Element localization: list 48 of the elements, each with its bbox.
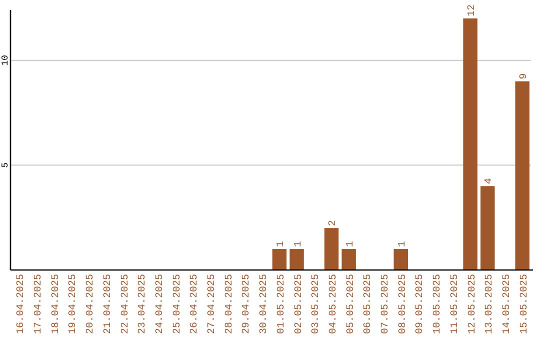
x-tick-label: 03.05.2025 xyxy=(311,274,322,334)
data-label: 1 xyxy=(293,241,304,248)
x-tick-label: 11.05.2025 xyxy=(450,274,461,334)
x-tick-label: 19.04.2025 xyxy=(68,274,80,334)
x-tick-label: 20.04.2025 xyxy=(86,274,97,334)
x-tick-label: 25.04.2025 xyxy=(172,274,184,334)
x-tick-label: 18.04.2025 xyxy=(50,274,62,334)
data-label: 9 xyxy=(518,73,530,80)
x-tick-label: 16.04.2025 xyxy=(16,274,28,334)
bar xyxy=(394,249,408,270)
x-tick-label: 12.05.2025 xyxy=(467,274,478,334)
x-tick-label: 10.05.2025 xyxy=(432,274,444,334)
bar xyxy=(324,228,339,270)
x-tick-label: 26.04.2025 xyxy=(190,274,201,334)
x-tick-label: 27.04.2025 xyxy=(207,274,218,334)
x-tick-label: 02.05.2025 xyxy=(294,274,305,334)
x-tick-label: 04.05.2025 xyxy=(328,274,340,334)
x-tick-label: 09.05.2025 xyxy=(415,274,426,334)
data-label: 1 xyxy=(276,241,287,248)
bar xyxy=(463,18,478,270)
x-tick-label: 28.04.2025 xyxy=(224,274,236,334)
x-tick-label: 08.05.2025 xyxy=(398,274,409,334)
x-tick-label: 30.04.2025 xyxy=(259,274,270,334)
data-label: 1 xyxy=(397,241,408,248)
y-tick-label: 10 xyxy=(0,54,10,66)
data-label: 4 xyxy=(484,178,496,184)
x-tick-label: 14.05.2025 xyxy=(502,274,513,334)
x-tick-label: 21.04.2025 xyxy=(102,274,114,334)
x-tick-label: 29.04.2025 xyxy=(242,274,253,334)
data-label: 2 xyxy=(328,220,339,226)
data-label: 1 xyxy=(345,241,356,248)
x-tick-label: 07.05.2025 xyxy=(380,274,392,334)
x-tick-label: 01.05.2025 xyxy=(276,274,288,334)
bar xyxy=(515,81,530,270)
x-tick-label: 22.04.2025 xyxy=(120,274,132,334)
x-tick-label: 17.04.2025 xyxy=(34,274,45,334)
x-tick-label: 05.05.2025 xyxy=(346,274,357,334)
bar xyxy=(480,186,495,270)
x-tick-label: 15.05.2025 xyxy=(519,274,530,334)
bar xyxy=(342,249,356,270)
x-tick-label: 24.04.2025 xyxy=(154,274,166,334)
bar xyxy=(290,249,304,270)
bar xyxy=(272,249,287,270)
x-tick-label: 06.05.2025 xyxy=(363,274,374,334)
x-tick-label: 13.05.2025 xyxy=(484,274,496,334)
x-tick-label: 23.04.2025 xyxy=(138,274,149,334)
data-label: 12 xyxy=(466,4,478,16)
y-tick-label: 5 xyxy=(0,162,10,168)
